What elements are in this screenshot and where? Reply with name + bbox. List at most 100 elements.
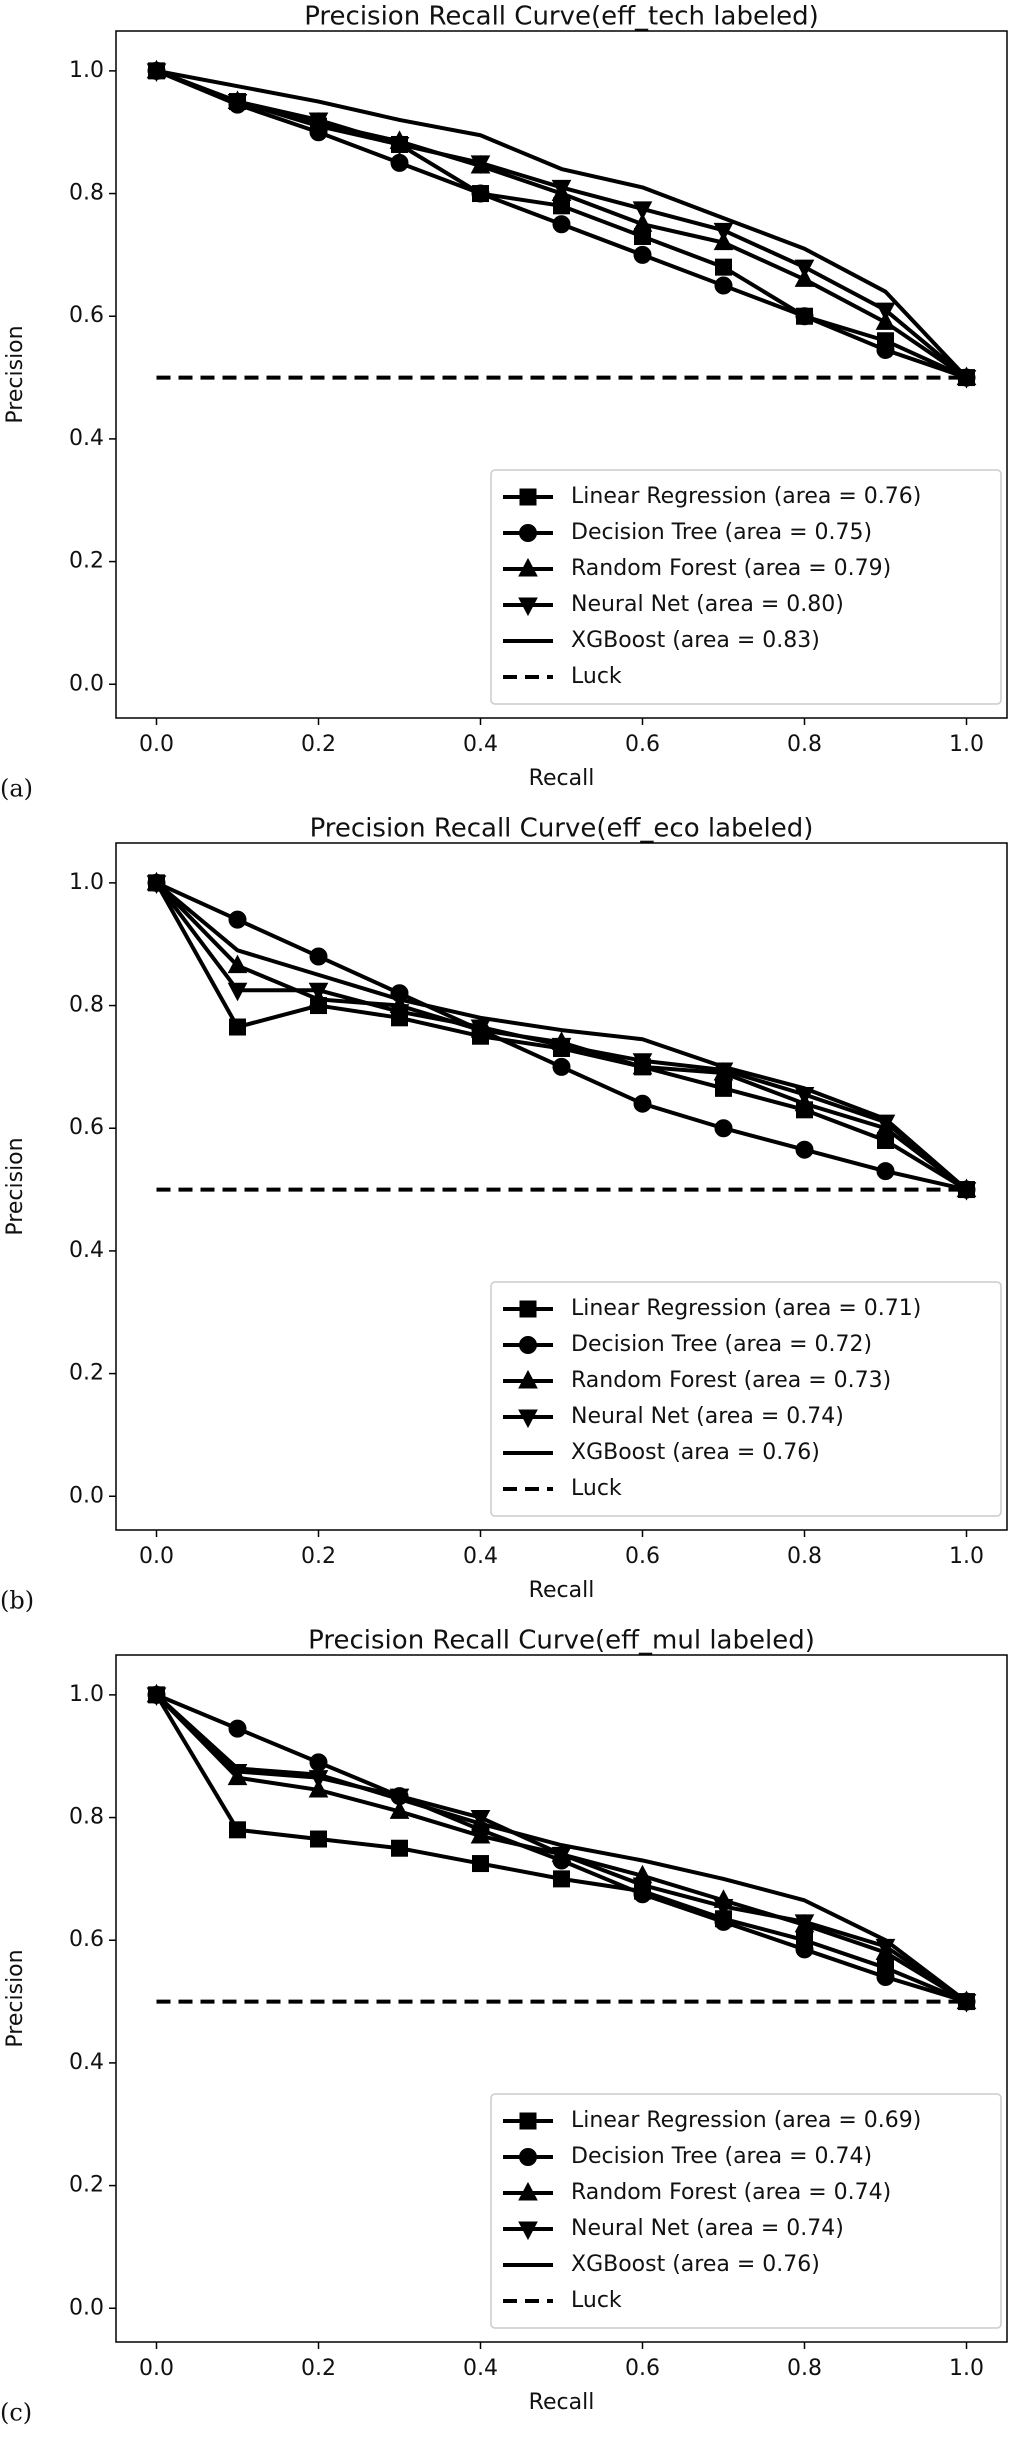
y-tick-label: 0.6	[69, 1927, 104, 1952]
y-axis-label: Precision	[3, 1137, 28, 1235]
x-tick-label: 0.0	[139, 2356, 174, 2381]
marker	[518, 2221, 538, 2241]
marker	[875, 302, 896, 322]
marker	[310, 1830, 327, 1848]
marker	[632, 1053, 653, 1072]
marker	[472, 1855, 489, 1873]
legend-label: Neural Net (area = 0.74)	[571, 1404, 844, 1429]
marker	[553, 1870, 570, 1888]
y-tick-label: 1.0	[69, 1682, 104, 1707]
y-axis-label: Precision	[3, 325, 28, 423]
x-tick-label: 0.6	[625, 732, 660, 757]
x-tick-label: 1.0	[949, 2356, 984, 2381]
x-tick-label: 1.0	[949, 1544, 984, 1569]
marker	[715, 1079, 732, 1097]
marker	[518, 557, 538, 577]
marker	[795, 1940, 814, 1959]
x-tick-label: 0.2	[301, 2356, 336, 2381]
legend-label: Luck	[571, 2288, 622, 2313]
marker	[389, 1800, 410, 1819]
series-line	[156, 68, 968, 379]
chart: Precision Recall Curve(eff_mul labeled) R…	[0, 1626, 1008, 2427]
y-tick-label: 0.8	[69, 1805, 104, 1830]
plot-frame	[115, 1654, 1008, 2343]
marker	[519, 488, 537, 506]
y-tick-label: 0.0	[69, 671, 104, 696]
marker	[551, 1037, 572, 1057]
marker	[794, 259, 815, 279]
marker	[228, 1719, 247, 1738]
legend-label: Random Forest (area = 0.73)	[571, 1368, 891, 1393]
marker	[552, 1057, 571, 1076]
legend-label: Linear Regression (area = 0.76)	[571, 484, 921, 509]
plot-frame	[115, 842, 1008, 1531]
x-tick-label: 0.0	[139, 732, 174, 757]
marker	[309, 1753, 328, 1772]
x-axis-label: Recall	[529, 2390, 595, 2415]
legend-label: XGBoost (area = 0.76)	[571, 2252, 820, 2277]
y-tick-label: 0.2	[69, 549, 104, 574]
legend-box	[490, 469, 1002, 705]
chart-title: Precision Recall Curve(eff_mul labeled)	[308, 1626, 815, 1656]
marker	[633, 1094, 652, 1113]
legend: Linear Regression (area = 0.71) Decision …	[490, 1281, 1002, 1517]
marker	[308, 982, 329, 1002]
marker	[389, 136, 410, 156]
y-tick-label: 0.4	[69, 426, 104, 451]
panel-label: (b)	[0, 1587, 34, 1615]
y-tick-label: 0.2	[69, 1361, 104, 1386]
legend: Linear Regression (area = 0.69) Decision …	[490, 2093, 1002, 2329]
marker	[228, 910, 247, 929]
marker	[633, 245, 652, 264]
marker	[519, 1300, 537, 1318]
marker	[471, 184, 490, 203]
legend-label: XGBoost (area = 0.83)	[571, 628, 820, 653]
y-axis-label: Precision	[3, 1949, 28, 2047]
legend-label: Luck	[571, 664, 622, 689]
marker	[715, 258, 732, 276]
marker	[714, 276, 733, 295]
marker	[795, 1140, 814, 1159]
marker	[794, 1914, 815, 1933]
x-tick-label: 0.8	[787, 732, 822, 757]
y-tick-label: 1.0	[69, 58, 104, 83]
marker	[552, 215, 571, 234]
marker	[391, 1839, 408, 1857]
y-tick-label: 1.0	[69, 870, 104, 895]
legend-label: Linear Regression (area = 0.71)	[571, 1296, 921, 1321]
marker	[632, 201, 653, 220]
x-tick-label: 0.4	[463, 732, 498, 757]
plot-frame	[115, 30, 1008, 719]
legend-label: Random Forest (area = 0.79)	[571, 556, 891, 581]
marker	[713, 222, 734, 242]
y-tick-label: 0.0	[69, 1483, 104, 1508]
marker	[227, 94, 248, 113]
marker	[470, 1810, 491, 1829]
marker	[308, 112, 329, 132]
legend-label: Decision Tree (area = 0.72)	[571, 1332, 872, 1357]
y-tick-label: 0.6	[69, 1115, 104, 1140]
x-axis-label: Recall	[529, 766, 595, 791]
panel-label: (a)	[0, 775, 33, 803]
y-tick-label: 0.4	[69, 1238, 104, 1263]
legend-label: Random Forest (area = 0.74)	[571, 2180, 891, 2205]
y-tick-label: 0.2	[69, 2173, 104, 2198]
legend-box	[490, 1281, 1002, 1517]
chart-title: Precision Recall Curve(eff_eco labeled)	[310, 814, 814, 844]
y-tick-label: 0.6	[69, 303, 104, 328]
y-tick-label: 0.8	[69, 181, 104, 206]
marker	[519, 2112, 537, 2130]
marker	[518, 1409, 538, 1429]
marker	[876, 1162, 895, 1181]
legend-label: Linear Regression (area = 0.69)	[571, 2108, 921, 2133]
legend: Linear Regression (area = 0.76) Decision …	[490, 469, 1002, 705]
marker	[229, 1018, 246, 1036]
x-tick-label: 0.0	[139, 1544, 174, 1569]
chart: Precision Recall Curve(eff_tech labeled)…	[0, 2, 1008, 803]
series-line	[155, 881, 968, 1192]
x-tick-label: 0.8	[787, 2356, 822, 2381]
x-tick-label: 0.8	[787, 1544, 822, 1569]
marker	[713, 1898, 734, 1918]
